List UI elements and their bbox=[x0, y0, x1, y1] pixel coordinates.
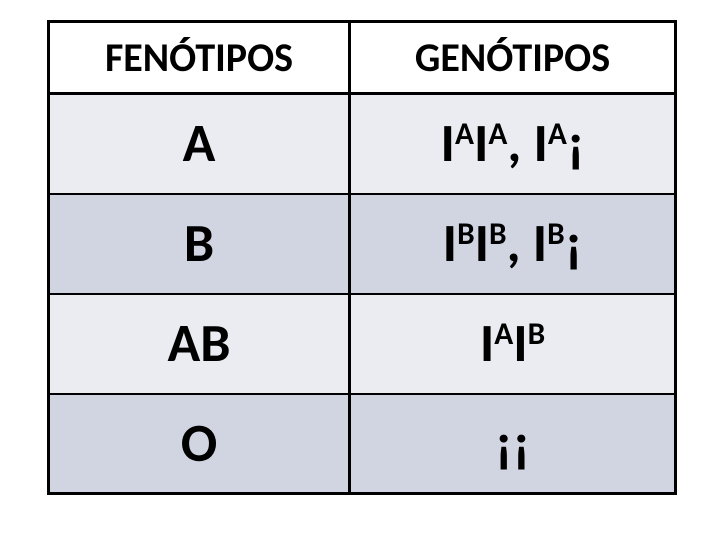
phenotype-cell: O bbox=[49, 394, 350, 494]
genotype-cell: IAIA, IA¡ bbox=[350, 94, 676, 194]
table-row: AIAIA, IA¡ bbox=[49, 94, 676, 194]
phenotype-cell: A bbox=[49, 94, 350, 194]
slide-container: { "table": { "columns": ["FENÓTIPOS", "G… bbox=[0, 0, 720, 540]
table-row: O¡¡ bbox=[49, 394, 676, 494]
genotype-cell: IAIB bbox=[350, 294, 676, 394]
col-header-phenotype: FENÓTIPOS bbox=[49, 22, 350, 94]
phenotype-cell: AB bbox=[49, 294, 350, 394]
table-row: ABIAIB bbox=[49, 294, 676, 394]
table-row: BIBIB, IB¡ bbox=[49, 194, 676, 294]
col-header-genotype: GENÓTIPOS bbox=[350, 22, 676, 94]
phenotype-cell: B bbox=[49, 194, 350, 294]
phenotype-genotype-table: FENÓTIPOS GENÓTIPOS AIAIA, IA¡BIBIB, IB¡… bbox=[47, 20, 677, 495]
genotype-cell: ¡¡ bbox=[350, 394, 676, 494]
table-header-row: FENÓTIPOS GENÓTIPOS bbox=[49, 22, 676, 94]
genotype-cell: IBIB, IB¡ bbox=[350, 194, 676, 294]
